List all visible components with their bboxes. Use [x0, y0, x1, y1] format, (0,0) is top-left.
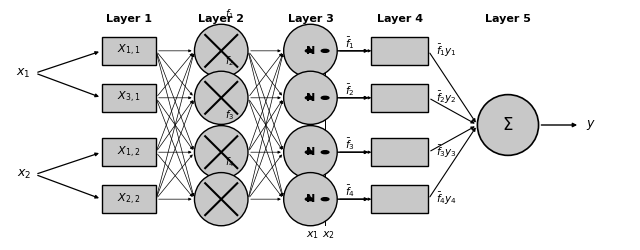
Text: $X_{1,2}$: $X_{1,2}$	[117, 145, 140, 160]
Text: $f_1$: $f_1$	[225, 7, 234, 20]
Text: $y$: $y$	[586, 118, 596, 132]
Ellipse shape	[284, 24, 337, 78]
FancyBboxPatch shape	[102, 84, 156, 112]
FancyBboxPatch shape	[102, 36, 156, 65]
Text: $\bar{f}_1$: $\bar{f}_1$	[345, 35, 355, 51]
Text: $\bar{f}_1 y_1$: $\bar{f}_1 y_1$	[436, 43, 457, 59]
Text: $X_{3,1}$: $X_{3,1}$	[117, 90, 140, 105]
Text: $x_2$: $x_2$	[17, 168, 31, 181]
Text: Layer 5: Layer 5	[485, 14, 531, 24]
Ellipse shape	[195, 172, 248, 226]
Text: N: N	[306, 194, 315, 204]
Text: Layer 4: Layer 4	[376, 14, 422, 24]
Text: $\bar{f}_3 y_3$: $\bar{f}_3 y_3$	[436, 144, 457, 160]
Ellipse shape	[284, 71, 337, 124]
Ellipse shape	[195, 126, 248, 179]
FancyBboxPatch shape	[102, 185, 156, 214]
Circle shape	[321, 198, 329, 201]
Text: Layer 2: Layer 2	[198, 14, 244, 24]
Text: $\bar{f}_2$: $\bar{f}_2$	[345, 82, 355, 98]
FancyBboxPatch shape	[371, 84, 428, 112]
FancyBboxPatch shape	[371, 138, 428, 166]
Text: $f_3$: $f_3$	[225, 108, 234, 122]
FancyBboxPatch shape	[102, 138, 156, 166]
Text: N: N	[306, 147, 315, 157]
Text: $\bar{f}_2 y_2$: $\bar{f}_2 y_2$	[436, 90, 456, 106]
Text: N: N	[306, 46, 315, 56]
Text: $\bar{f}_4 y_4$: $\bar{f}_4 y_4$	[436, 191, 457, 207]
Text: Layer 3: Layer 3	[287, 14, 333, 24]
FancyBboxPatch shape	[371, 185, 428, 214]
Circle shape	[305, 151, 313, 154]
Text: $x_1$: $x_1$	[306, 229, 319, 241]
Ellipse shape	[284, 172, 337, 226]
FancyBboxPatch shape	[371, 36, 428, 65]
Ellipse shape	[284, 126, 337, 179]
Text: $x_2$: $x_2$	[322, 229, 335, 241]
Ellipse shape	[477, 94, 539, 156]
Ellipse shape	[195, 71, 248, 124]
Text: $X_{1,1}$: $X_{1,1}$	[117, 43, 140, 59]
Text: $\bar{f}_3$: $\bar{f}_3$	[345, 136, 355, 152]
Circle shape	[321, 96, 329, 99]
Circle shape	[321, 49, 329, 52]
Circle shape	[305, 198, 313, 201]
Ellipse shape	[195, 24, 248, 78]
Circle shape	[321, 151, 329, 154]
Text: N: N	[306, 93, 315, 103]
Text: $f_4$: $f_4$	[225, 155, 234, 169]
Text: $f_2$: $f_2$	[225, 54, 234, 68]
Text: $x_1$: $x_1$	[17, 66, 31, 80]
Circle shape	[305, 49, 313, 52]
Text: $\Sigma$: $\Sigma$	[502, 116, 514, 134]
Text: $\bar{f}_4$: $\bar{f}_4$	[345, 183, 355, 199]
Circle shape	[305, 96, 313, 99]
Text: Layer 1: Layer 1	[106, 14, 152, 24]
Text: $X_{2,2}$: $X_{2,2}$	[117, 192, 140, 207]
